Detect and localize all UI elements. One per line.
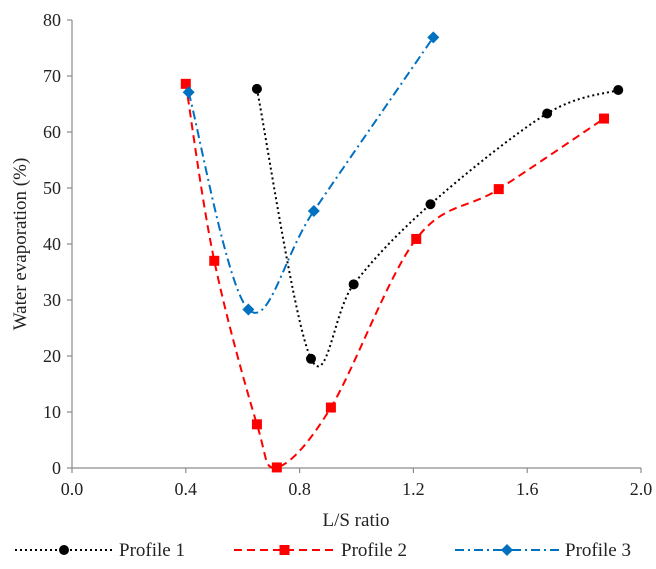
data-point [427, 31, 440, 44]
data-point [325, 402, 336, 413]
y-tick-label: 70 [43, 66, 61, 86]
data-point [599, 113, 610, 124]
data-point [613, 85, 624, 95]
series-line [184, 83, 605, 469]
data-point [425, 199, 436, 210]
legend-label: Profile 3 [565, 540, 631, 561]
y-tick-label: 20 [43, 346, 61, 366]
x-tick-label: 2.0 [630, 479, 653, 499]
legend-item-1: Profile 1 [15, 540, 185, 561]
data-point [271, 462, 282, 473]
data-point [411, 233, 422, 244]
data-point [307, 204, 320, 217]
data-point [242, 303, 255, 316]
y-tick-label: 0 [52, 458, 61, 478]
legend: Profile 1 Profile 2 Profile 3 [15, 540, 631, 561]
y-tick-label: 30 [43, 290, 61, 310]
x-tick-label: 1.2 [402, 479, 425, 499]
legend-marker [279, 545, 290, 555]
data-point [180, 78, 191, 89]
x-axis-title: L/S ratio [322, 510, 389, 531]
data-point [251, 83, 262, 94]
data-point [251, 419, 262, 430]
data-point [305, 353, 316, 364]
legend-label: Profile 1 [119, 540, 185, 561]
plot-area [180, 31, 624, 473]
legend-marker [501, 544, 513, 556]
legend-item-3: Profile 3 [455, 540, 631, 561]
series-3 [182, 31, 440, 316]
axes: 0.0 0.4 0.8 1.2 1.6 2.0 0 10 20 30 40 50 60 70 80 [43, 10, 652, 499]
legend-item-2: Profile 2 [234, 540, 407, 561]
series-line [255, 88, 619, 368]
data-point [182, 86, 195, 99]
data-point [348, 279, 359, 290]
x-tick-label: 1.6 [516, 479, 539, 499]
y-tick-label: 40 [43, 234, 61, 254]
x-tick-label: 0.8 [288, 479, 311, 499]
legend-marker [59, 545, 69, 555]
data-point [209, 255, 220, 266]
series-2 [180, 78, 610, 473]
legend-label: Profile 2 [341, 540, 407, 561]
y-axis-title: Water evaporation (%) [10, 158, 31, 331]
y-tick-label: 60 [43, 122, 61, 142]
y-tick-label: 10 [43, 402, 61, 422]
series-1 [251, 83, 624, 368]
y-tick-label: 50 [43, 178, 61, 198]
series-line [187, 36, 435, 314]
y-tick-label: 80 [43, 10, 61, 30]
x-tick-label: 0.0 [61, 479, 84, 499]
data-point [493, 184, 504, 195]
data-point [542, 108, 553, 119]
x-tick-label: 0.4 [175, 479, 198, 499]
